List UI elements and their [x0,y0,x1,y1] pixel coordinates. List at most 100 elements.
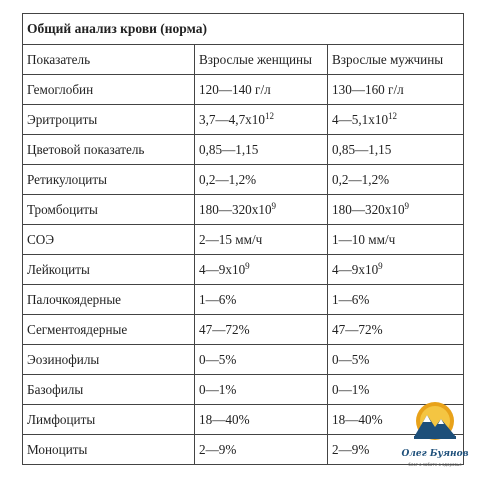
indicator-cell: Лимфоциты [22,404,195,435]
indicator-cell-text: Эритроциты [27,111,98,127]
table-row: Эозинофилы 0—5% 0—5% [22,344,464,375]
women-value-cell: 18—40% [194,404,328,435]
indicator-cell-text: Лимфоциты [27,411,96,427]
indicator-cell: Палочкоядерные [22,284,195,315]
indicator-cell: Ретикулоциты [22,164,195,195]
women-value-cell: 0,2—1,2% [194,164,328,195]
women-value-cell: 4—9x109 [194,254,328,285]
indicator-cell: Эозинофилы [22,344,195,375]
header-women: Взрослые женщины [194,44,328,75]
mountain-logo-icon [414,402,456,440]
exponent: 9 [378,260,383,271]
table-row: Тромбоциты 180—320x109 180—320x109 [22,194,464,225]
exponent: 9 [271,200,277,211]
women-value-cell-text: 4—9x10 [199,261,246,277]
header-indicator: Показатель [22,44,195,75]
men-value-cell-text: 0—1% [332,381,370,397]
table-row: Палочкоядерные 1—6% 1—6% [22,284,464,315]
table-header-row: Показатель Взрослые женщины Взрослые муж… [22,44,464,75]
men-value-cell-text: 130—160 г/л [332,81,404,97]
men-value-cell-text: 0,2—1,2% [332,171,390,187]
women-value-cell-text: 0,2—1,2% [199,171,257,187]
blood-test-table: Общий анализ крови (норма) Показатель Вз… [22,13,464,465]
watermark-tagline: блог о заботе о здоровье [408,462,462,467]
men-value-cell-text: 4—5,1x10 [332,111,389,127]
women-value-cell-text: 120—140 г/л [199,81,271,97]
women-value-cell: 120—140 г/л [194,74,328,105]
indicator-cell: СОЭ [22,224,195,255]
table-row: Лейкоциты 4—9x109 4—9x109 [22,254,464,285]
men-value-cell: 0,85—1,15 [327,134,464,165]
table-row: Эритроциты 3,7—4,7x1012 4—5,1x1012 [22,104,464,135]
indicator-cell-text: СОЭ [27,231,55,247]
table-row: Лимфоциты 18—40% 18—40% [22,404,464,435]
women-value-cell-text: 1—6% [199,291,237,307]
women-value-cell-text: 0—1% [199,381,237,397]
table-row: СОЭ 2—15 мм/ч 1—10 мм/ч [22,224,464,255]
indicator-cell: Эритроциты [22,104,195,135]
men-value-cell: 0,2—1,2% [327,164,464,195]
table-row: Ретикулоциты 0,2—1,2% 0,2—1,2% [22,164,464,195]
table-row: Цветовой показатель 0,85—1,15 0,85—1,15 [22,134,464,165]
blood-test-table-frame: Общий анализ крови (норма) Показатель Вз… [22,13,464,465]
indicator-cell-text: Моноциты [27,441,88,457]
women-value-cell-text: 2—15 мм/ч [199,231,263,247]
indicator-cell-text: Цветовой показатель [27,141,145,157]
table-title-row: Общий анализ крови (норма) [22,13,464,45]
women-value-cell: 0,85—1,15 [194,134,328,165]
exponent: 9 [245,260,250,271]
women-value-cell-text: 0—5% [199,351,237,367]
men-value-cell-text: 2—9% [332,441,370,457]
indicator-cell: Лейкоциты [22,254,195,285]
women-value-cell: 47—72% [194,314,328,345]
men-value-cell: 1—6% [327,284,464,315]
women-value-cell-text: 2—9% [199,441,237,457]
men-value-cell-text: 1—10 мм/ч [332,231,396,247]
indicator-cell-text: Ретикулоциты [27,171,107,187]
men-value-cell-text: 180—320x10 [332,201,405,217]
men-value-cell: 2—9% [327,434,464,465]
indicator-cell-text: Палочкоядерные [27,291,122,307]
men-value-cell: 4—9x109 [327,254,464,285]
men-value-cell: 47—72% [327,314,464,345]
indicator-cell-text: Тромбоциты [27,201,98,217]
table-title: Общий анализ крови (норма) [22,13,464,45]
men-value-cell-text: 4—9x10 [332,261,379,277]
indicator-cell-text: Лейкоциты [27,261,90,277]
indicator-cell-text: Эозинофилы [27,351,100,367]
men-value-cell: 130—160 г/л [327,74,464,105]
exponent: 12 [264,110,274,121]
women-value-cell: 0—1% [194,374,328,405]
women-value-cell: 180—320x109 [194,194,328,225]
men-value-cell-text: 18—40% [332,411,383,427]
table-row: Гемоглобин 120—140 г/л 130—160 г/л [22,74,464,105]
women-value-cell-text: 18—40% [199,411,250,427]
table-row: Базофилы 0—1% 0—1% [22,374,464,405]
indicator-cell-text: Базофилы [27,381,84,397]
table-row: Моноциты 2—9% 2—9% [22,434,464,465]
men-value-cell-text: 0—5% [332,351,370,367]
exponent: 12 [388,110,398,121]
indicator-cell-text: Гемоглобин [27,81,94,97]
indicator-cell-text: Сегментоядерные [27,321,128,337]
indicator-cell: Моноциты [22,434,195,465]
women-value-cell: 2—9% [194,434,328,465]
men-value-cell: 180—320x109 [327,194,464,225]
exponent: 9 [404,200,410,211]
men-value-cell-text: 0,85—1,15 [332,141,392,157]
indicator-cell: Цветовой показатель [22,134,195,165]
indicator-cell: Гемоглобин [22,74,195,105]
men-value-cell: 1—10 мм/ч [327,224,464,255]
women-value-cell: 2—15 мм/ч [194,224,328,255]
women-value-cell: 1—6% [194,284,328,315]
header-men: Взрослые мужчины [327,44,464,75]
women-value-cell: 3,7—4,7x1012 [194,104,328,135]
watermark-name: Олег Буянов [401,449,469,459]
men-value-cell: 4—5,1x1012 [327,104,464,135]
indicator-cell: Сегментоядерные [22,314,195,345]
men-value-cell: 0—5% [327,344,464,375]
men-value-cell-text: 47—72% [332,321,383,337]
men-value-cell: 0—1% [327,374,464,405]
indicator-cell: Тромбоциты [22,194,195,225]
table-row: Сегментоядерные 47—72% 47—72% [22,314,464,345]
